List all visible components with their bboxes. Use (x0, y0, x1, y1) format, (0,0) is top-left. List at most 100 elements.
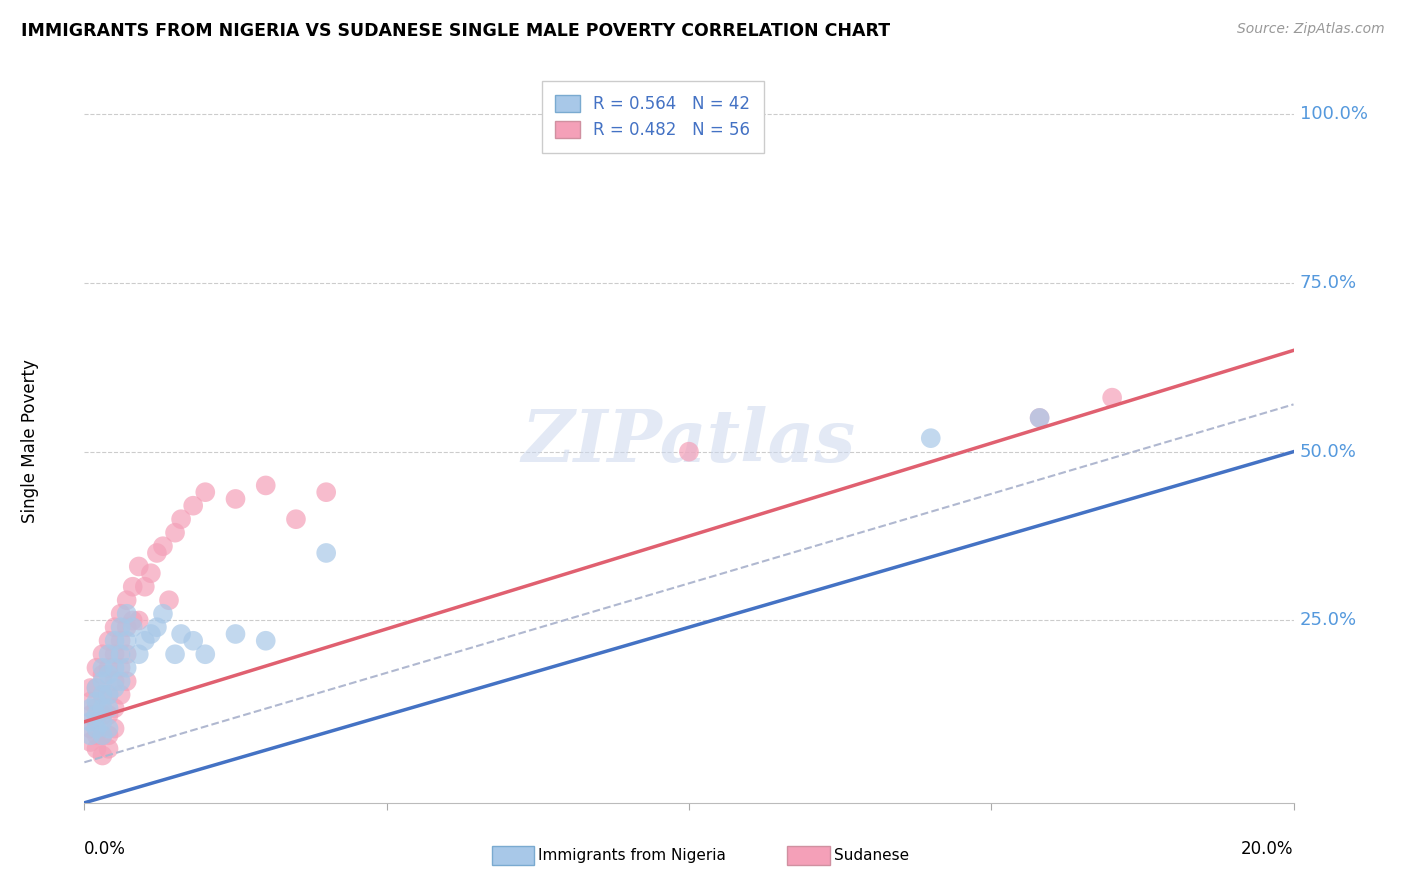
Point (91, 708, 114, 723)
Text: 0.0%: 0.0% (84, 840, 127, 858)
Point (86, 661, 108, 675)
Point (225, 627, 247, 641)
Point (115, 674, 138, 689)
Point (104, 633, 127, 648)
Point (152, 607, 174, 621)
Point (157, 593, 180, 607)
Point (97, 661, 120, 675)
Point (97, 688, 120, 702)
Point (121, 580, 143, 594)
Legend: R = 0.564   N = 42, R = 0.482   N = 56: R = 0.564 N = 42, R = 0.482 N = 56 (541, 81, 763, 153)
Point (86, 681, 108, 695)
Point (139, 566, 162, 581)
Text: 100.0%: 100.0% (1299, 105, 1368, 123)
Point (86, 728, 108, 742)
Point (110, 688, 132, 702)
Point (86, 722, 108, 736)
Point (104, 661, 127, 675)
Point (165, 647, 187, 661)
Point (110, 633, 132, 648)
Point (170, 512, 193, 526)
Point (91, 674, 114, 689)
Point (134, 580, 156, 594)
Point (86, 694, 108, 708)
Point (104, 647, 127, 661)
Point (97, 688, 120, 702)
Point (285, 512, 308, 526)
Point (194, 485, 217, 500)
Point (115, 647, 138, 661)
Point (91, 728, 114, 742)
Point (86, 714, 108, 729)
Point (91, 661, 114, 675)
Point (79, 708, 101, 723)
Point (152, 539, 174, 553)
Point (91, 647, 114, 661)
Point (115, 661, 138, 675)
Point (86, 741, 108, 756)
Point (97, 708, 120, 723)
Point (91, 748, 114, 763)
Point (86, 681, 108, 695)
Text: 20.0%: 20.0% (1241, 840, 1294, 858)
Point (104, 722, 127, 736)
Point (104, 674, 127, 689)
Point (104, 620, 127, 634)
Point (1028, 411, 1050, 425)
Point (97, 741, 120, 756)
Point (91, 688, 114, 702)
Point (115, 633, 138, 648)
Point (91, 667, 114, 681)
Point (181, 633, 204, 648)
Point (91, 728, 114, 742)
Point (115, 593, 138, 607)
Point (110, 661, 132, 675)
Point (1101, 391, 1123, 405)
Point (225, 491, 247, 506)
Point (97, 667, 120, 681)
Point (254, 478, 277, 492)
Point (121, 620, 143, 634)
Point (134, 633, 156, 648)
Point (86, 701, 108, 715)
Text: 50.0%: 50.0% (1299, 442, 1357, 460)
Point (97, 647, 120, 661)
Point (110, 607, 132, 621)
Point (146, 546, 169, 560)
Text: ZIPatlas: ZIPatlas (522, 406, 856, 477)
Text: 25.0%: 25.0% (1299, 612, 1357, 630)
Text: Source: ZipAtlas.com: Source: ZipAtlas.com (1237, 22, 1385, 37)
Point (91, 701, 114, 715)
Point (1028, 411, 1050, 425)
Point (79, 735, 101, 749)
Point (104, 681, 127, 695)
Point (920, 431, 942, 445)
Point (97, 722, 120, 736)
Point (170, 627, 193, 641)
Point (194, 647, 217, 661)
Point (79, 694, 101, 708)
Point (315, 546, 337, 560)
Point (97, 701, 120, 715)
Point (146, 620, 169, 634)
Point (128, 614, 150, 628)
Text: Immigrants from Nigeria: Immigrants from Nigeria (538, 848, 727, 863)
Point (181, 499, 204, 513)
Text: Sudanese: Sudanese (834, 848, 908, 863)
Point (678, 444, 700, 458)
Point (79, 701, 101, 715)
Point (110, 620, 132, 634)
Point (115, 607, 138, 621)
Point (315, 485, 337, 500)
Point (91, 714, 114, 729)
Point (121, 614, 143, 628)
Point (110, 674, 132, 689)
Text: IMMIGRANTS FROM NIGERIA VS SUDANESE SINGLE MALE POVERTY CORRELATION CHART: IMMIGRANTS FROM NIGERIA VS SUDANESE SING… (21, 22, 890, 40)
Point (79, 728, 101, 742)
Point (79, 714, 101, 729)
Point (128, 559, 150, 574)
Point (79, 722, 101, 736)
Point (254, 633, 277, 648)
Point (97, 728, 120, 742)
Point (110, 647, 132, 661)
